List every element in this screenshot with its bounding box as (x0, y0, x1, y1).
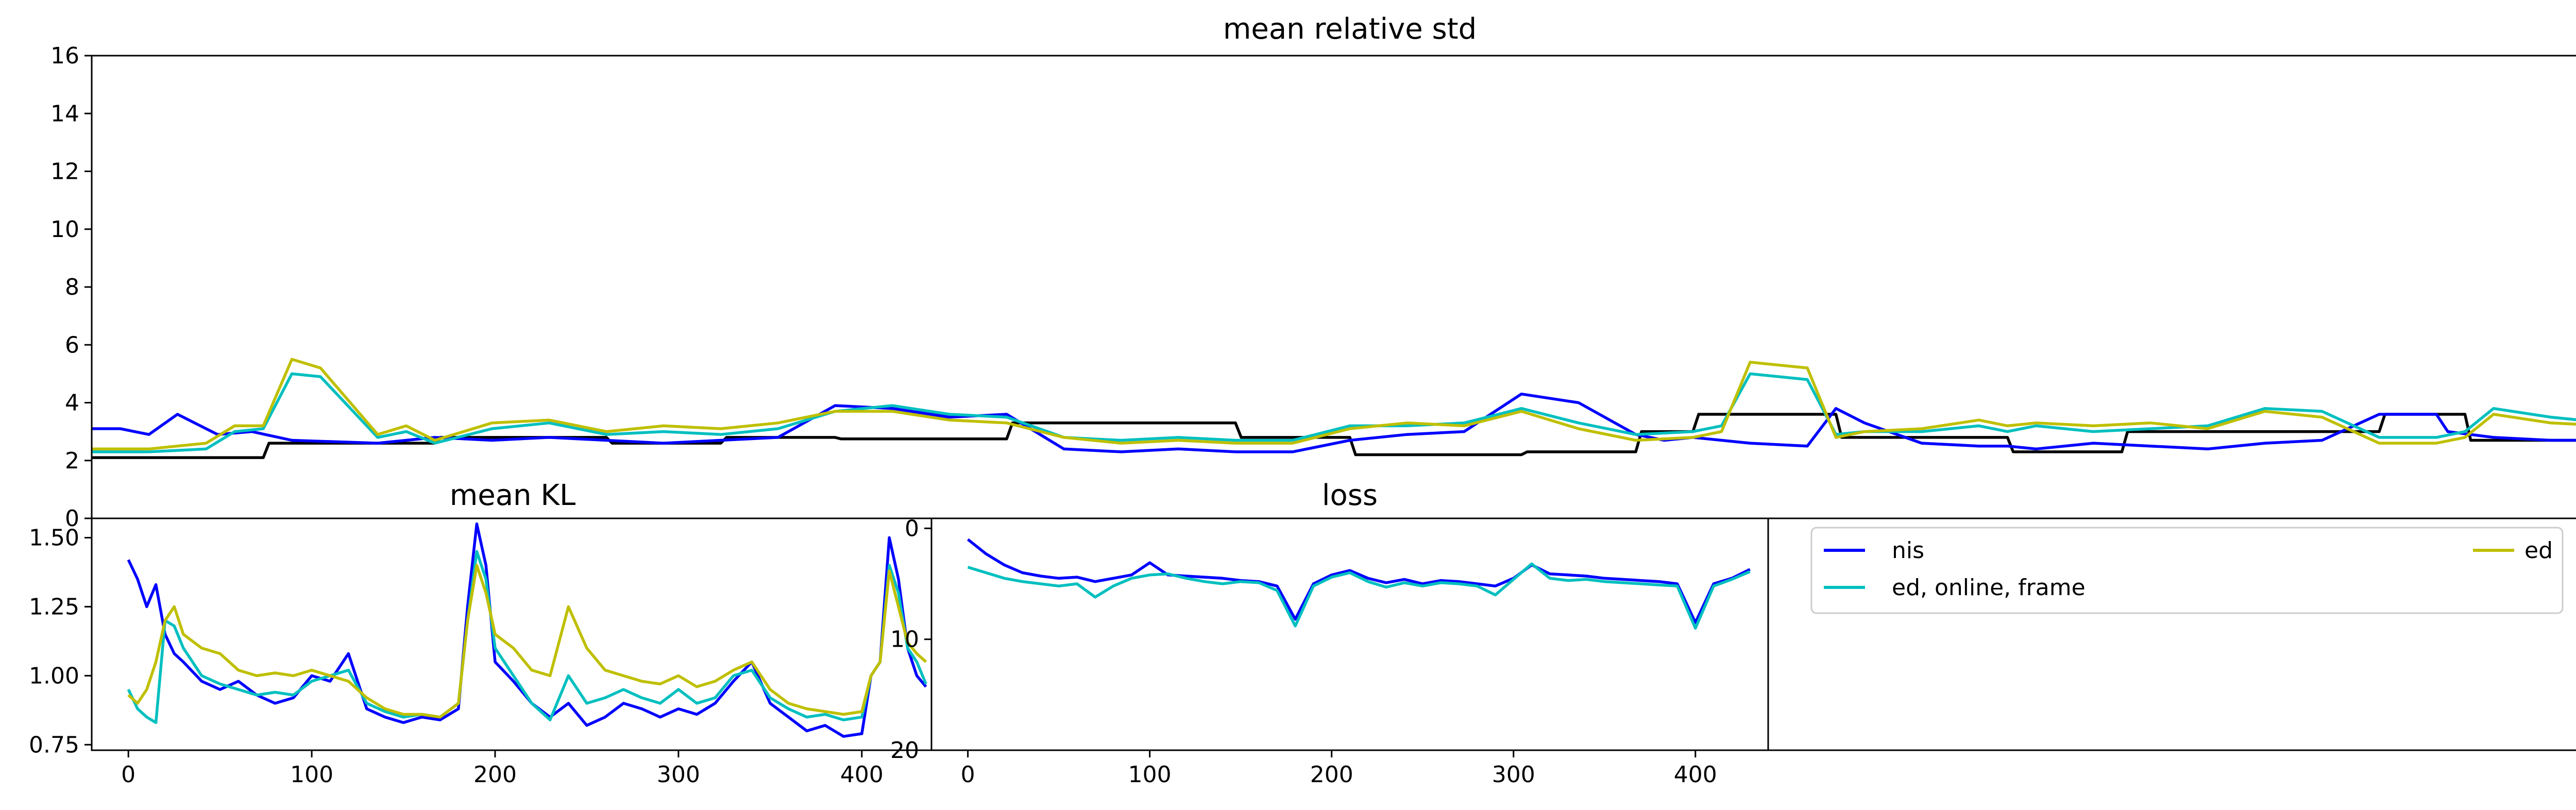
std-ytick-label: 14 (50, 100, 79, 127)
kl-xtick-label: 400 (840, 762, 884, 788)
std-ytick-label: 8 (65, 274, 79, 300)
std-ytick-label: 12 (50, 159, 79, 185)
kl-panel-plot: 0.751.001.251.500 100 200 300 400 (29, 517, 933, 788)
legend-box (1810, 527, 2564, 614)
legend-panel: nis ed, online, frame ed (1767, 517, 2576, 751)
loss-xtick-label: 0 (961, 762, 975, 788)
loss-ytick-label: 10 (890, 627, 919, 653)
kl-panel-title: mean KL (450, 479, 576, 512)
std-series-line-4 (92, 358, 2576, 451)
std-ytick-label: 4 (65, 390, 79, 416)
top-panel-plot: 0 2 4 6 8 10 12 14 16 (50, 43, 2576, 532)
loss-panel-title: loss (1322, 479, 1378, 512)
kl-series-group (127, 522, 927, 738)
legend-panel-frame (1767, 517, 2576, 751)
std-ytick-label: 0 (65, 505, 79, 532)
loss-xtick-label: 300 (1492, 762, 1535, 788)
loss-series-group (967, 538, 1751, 630)
legend-label-ed: ed (2524, 537, 2553, 564)
kl-series-ed (127, 564, 927, 719)
std-series-line-2 (92, 392, 2576, 453)
kl-xtick-label: 100 (290, 762, 333, 788)
std-ytick-label: 2 (65, 448, 79, 474)
kl-ytick-label: 1.00 (29, 663, 79, 689)
kl-series-ed-online-frame (127, 550, 927, 724)
kl-xtick-label: 200 (473, 762, 517, 788)
std-ytick-label: 6 (65, 332, 79, 358)
loss-xtick-label: 400 (1674, 762, 1717, 788)
kl-ytick-label: 1.25 (29, 594, 79, 620)
loss-ytick-label: 20 (890, 737, 919, 764)
std-series-group (92, 358, 2576, 459)
top-panel-title: mean relative std (1223, 12, 1477, 46)
loss-ytick-label: 0 (905, 515, 919, 542)
kl-xtick-label: 0 (121, 762, 135, 788)
legend-label-nis: nis (1892, 537, 1924, 564)
kl-ytick-label: 1.50 (29, 525, 79, 551)
loss-xtick-label: 200 (1310, 762, 1353, 788)
std-ytick-label: 10 (50, 216, 79, 243)
kl-series-nis (127, 522, 927, 738)
kl-ytick-label: 0.75 (29, 732, 79, 758)
loss-series-nis (967, 538, 1751, 625)
std-ytick-label: 16 (50, 43, 79, 69)
legend-label-ed-online-frame: ed, online, frame (1892, 575, 2086, 601)
loss-xtick-label: 100 (1128, 762, 1172, 788)
loss-series-ed-online-frame (967, 562, 1751, 630)
kl-xtick-label: 300 (657, 762, 700, 788)
